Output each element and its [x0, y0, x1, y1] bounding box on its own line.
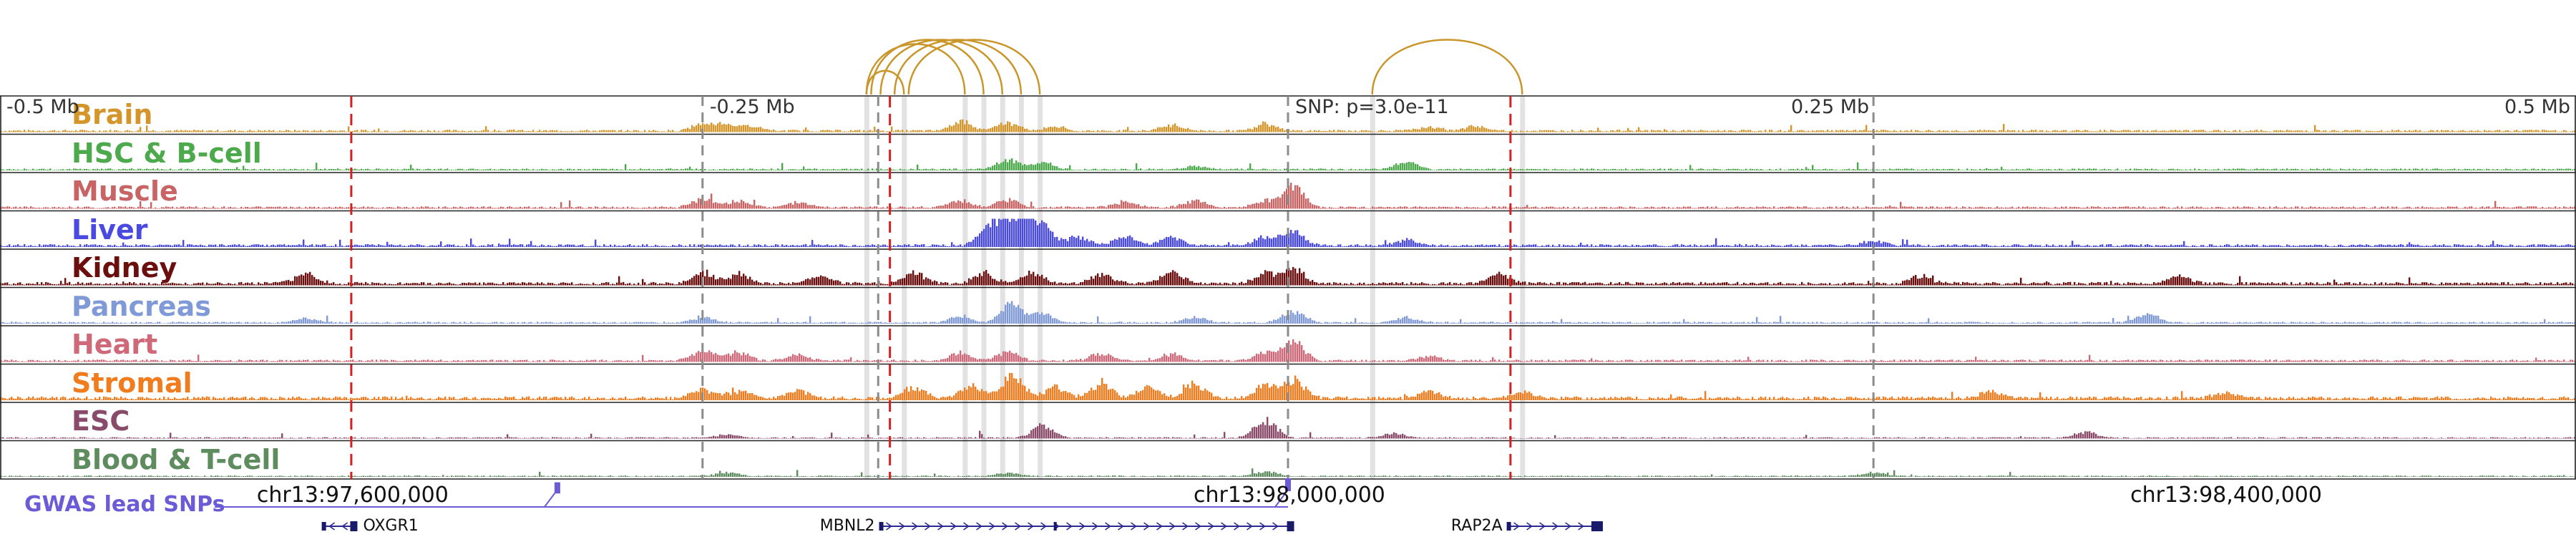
track-label: Pancreas [72, 290, 211, 322]
strand-arrow [1272, 522, 1279, 531]
strand-arrow [1015, 522, 1021, 531]
gene-exon [1287, 521, 1294, 531]
coordinate-tick-label: chr13:98,000,000 [1194, 483, 1385, 508]
track-label: ESC [72, 405, 130, 437]
gwas-track-label: GWAS lead SNPs [24, 492, 225, 517]
chromatin-loop-arc [879, 39, 1003, 95]
gene-exon [350, 521, 358, 531]
gene-track [321, 521, 1603, 531]
strand-arrow [963, 522, 970, 531]
gene-exon [321, 522, 326, 531]
track-label: Liver [72, 213, 148, 246]
strand-arrow [1513, 522, 1521, 531]
strand-arrow [912, 522, 918, 531]
track-label: Brain [72, 99, 153, 130]
strand-arrow [1578, 522, 1585, 531]
gene-exon [1591, 521, 1603, 531]
strand-arrow [1156, 522, 1163, 531]
scale-label: 0.5 Mb [2504, 96, 2570, 118]
strand-arrow [950, 522, 957, 531]
strand-arrow [1118, 522, 1124, 531]
track-label: Blood & T-cell [72, 443, 280, 475]
strand-arrow [1221, 522, 1227, 531]
track-pancreas [0, 301, 2576, 326]
strand-arrow [1246, 522, 1253, 531]
coordinate-tick-label: chr13:97,600,000 [256, 483, 449, 508]
strand-arrow [1169, 522, 1176, 531]
track-label: Muscle [72, 175, 178, 207]
strand-arrow [924, 522, 931, 531]
track-label: Kidney [72, 252, 177, 284]
strand-arrow [341, 522, 348, 531]
gwas-snp-marker [1285, 478, 1291, 491]
strand-arrow [937, 522, 944, 531]
strand-arrow [886, 522, 892, 531]
strand-arrow [1526, 522, 1533, 531]
strand-arrow [1066, 522, 1073, 531]
strand-arrow [328, 522, 336, 531]
track-label: HSC & B-cell [72, 137, 262, 169]
scale-label: SNP: p=3.0e-11 [1295, 96, 1449, 118]
scale-label: -0.25 Mb [709, 96, 795, 118]
gwas-snp-marker [554, 482, 560, 494]
gene-label: OXGR1 [363, 517, 419, 535]
strand-arrow [1182, 522, 1189, 531]
strand-arrow [1195, 522, 1201, 531]
strand-arrow [989, 522, 995, 531]
strand-arrow [1092, 522, 1098, 531]
track-label: Heart [72, 329, 158, 360]
gwas-connector [1274, 489, 1289, 508]
strand-arrow [1105, 522, 1111, 531]
strand-arrow [1002, 522, 1008, 531]
scale-label: 0.25 Mb [1791, 96, 1870, 118]
strand-arrow [1259, 522, 1266, 531]
gwas-connector [544, 489, 558, 508]
strand-arrow [899, 522, 905, 531]
gene-exon [1506, 522, 1511, 531]
strand-arrow [1552, 522, 1559, 531]
gwas-track [215, 478, 1291, 508]
track-label: Stromal [72, 367, 192, 399]
gene-label: RAP2A [1450, 517, 1503, 535]
strand-arrow [1079, 522, 1085, 531]
strand-arrow [1539, 522, 1546, 531]
strand-arrow [976, 522, 982, 531]
strand-arrow [1234, 522, 1240, 531]
scale-label: -0.5 Mb [6, 96, 79, 118]
strand-arrow [1131, 522, 1137, 531]
chromatin-loop-arc [870, 39, 985, 95]
strand-arrow [1028, 522, 1034, 531]
strand-arrow [1143, 522, 1150, 531]
track-kidney [0, 266, 2576, 289]
strand-arrow [1208, 522, 1214, 531]
track-esc [0, 417, 2576, 442]
gene-exon [1053, 522, 1057, 531]
track-hsc-b-cell [0, 158, 2576, 173]
gene-exon [879, 522, 884, 531]
chromatin-loop-arc [907, 39, 1041, 95]
chromatin-loop-arc [893, 39, 1023, 95]
chromatin-loop-arc [1371, 39, 1523, 95]
coordinate-tick-label: chr13:98,400,000 [2130, 483, 2322, 508]
strand-arrow [1565, 522, 1572, 531]
gene-label: MBNL2 [819, 517, 875, 535]
strand-arrow [1040, 522, 1047, 531]
track-muscle [0, 183, 2576, 212]
